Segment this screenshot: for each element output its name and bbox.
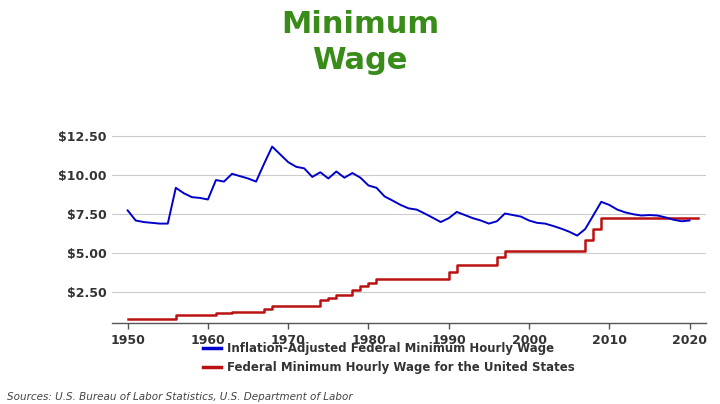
Text: Wage: Wage (312, 46, 408, 76)
Legend: Inflation-Adjusted Federal Minimum Hourly Wage, Federal Minimum Hourly Wage for : Inflation-Adjusted Federal Minimum Hourl… (203, 342, 575, 374)
Text: Minimum: Minimum (281, 10, 439, 39)
Text: Sources: U.S. Bureau of Labor Statistics, U.S. Department of Labor: Sources: U.S. Bureau of Labor Statistics… (7, 392, 353, 402)
